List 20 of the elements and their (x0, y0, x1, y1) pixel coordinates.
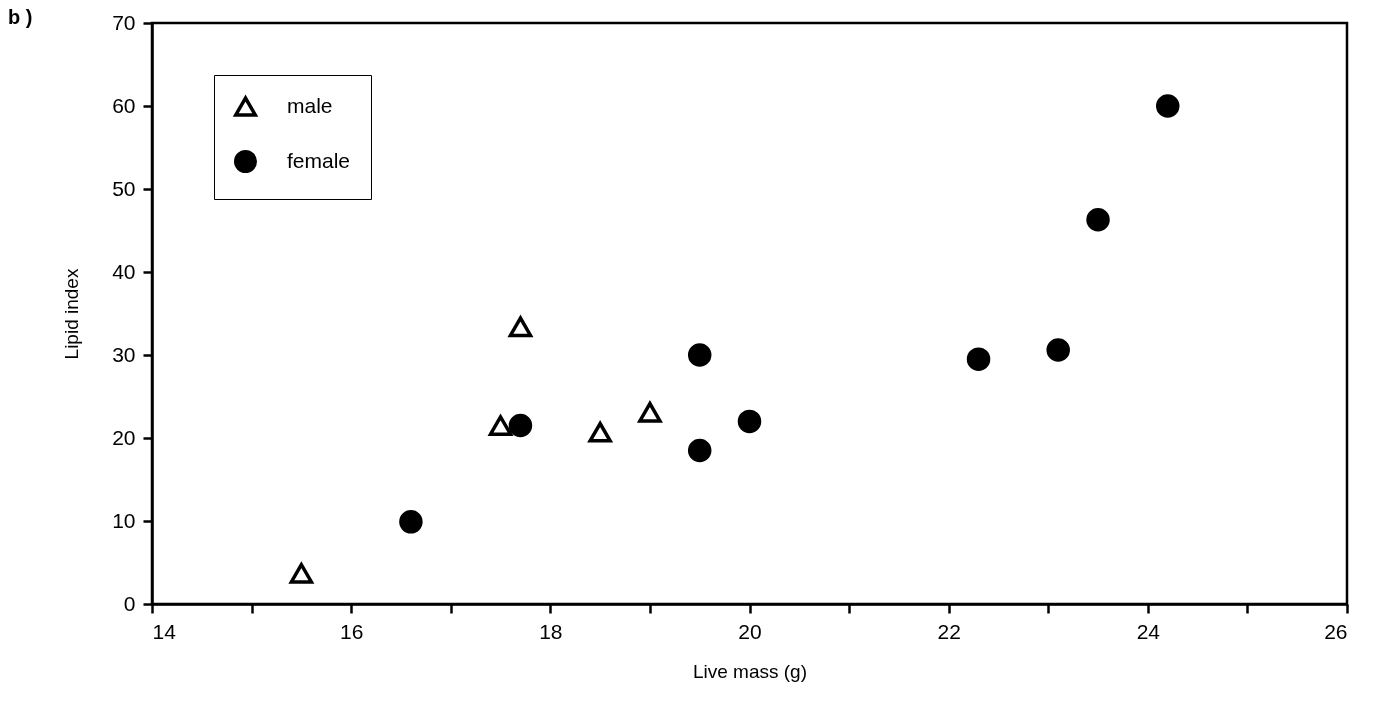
y-tick-label: 10 (112, 508, 136, 532)
x-axis-title: Live mass (g) (692, 660, 808, 682)
x-tick-label: 22 (937, 619, 961, 643)
y-tick-label: 20 (112, 425, 136, 449)
legend-label: male (287, 93, 333, 117)
y-tick-label: 50 (112, 176, 136, 200)
x-tick-label: 20 (738, 619, 762, 643)
legend-label: female (287, 148, 351, 172)
x-tick-label: 26 (1324, 619, 1348, 643)
y-tick-label: 30 (112, 342, 136, 366)
y-axis-title: Lipid index (61, 268, 83, 360)
y-tick-label: 60 (112, 93, 136, 117)
x-tick-label: 24 (1136, 619, 1161, 643)
y-tick-label: 70 (112, 10, 136, 34)
y-tick-label: 40 (112, 259, 136, 283)
x-tick-label: 18 (539, 619, 563, 643)
text: b ) (8, 6, 33, 29)
x-tick-label: 16 (339, 619, 364, 643)
y-tick-label: 0 (123, 591, 136, 615)
x-tick-label: 14 (152, 619, 177, 643)
